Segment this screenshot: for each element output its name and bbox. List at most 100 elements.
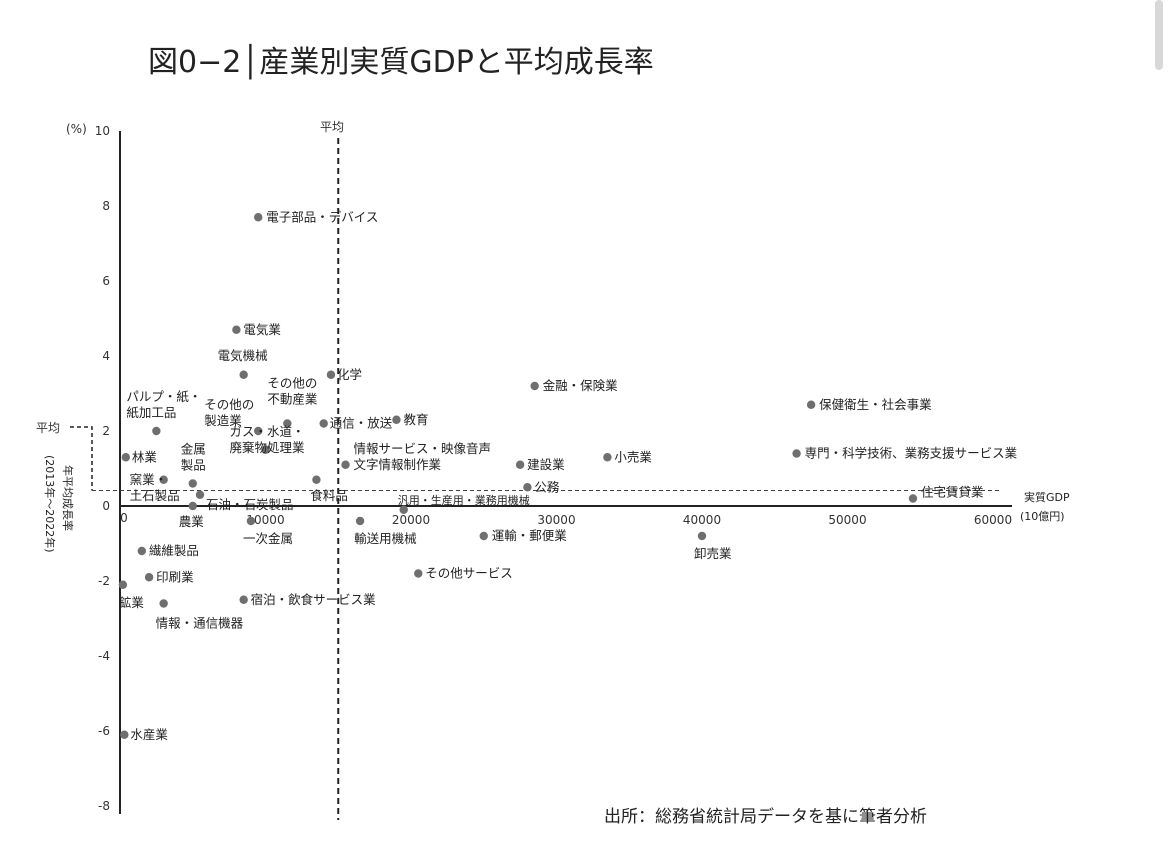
- data-point-label: 食料品: [310, 488, 348, 503]
- y-tick-label: -2: [98, 574, 110, 588]
- data-point-label: 鉱業: [119, 595, 145, 610]
- data-point: [159, 599, 168, 608]
- y-tick-label: 10: [95, 124, 110, 138]
- data-point-label: その他サービス: [425, 566, 513, 581]
- data-point-label: 情報サービス・映像音声文字情報制作業: [354, 441, 492, 472]
- data-point-label-line: 製品: [181, 458, 206, 473]
- data-point-label: 輸送用機械: [354, 531, 417, 546]
- x-tick-label: 20000: [392, 513, 430, 527]
- data-point: [121, 453, 131, 462]
- data-point-label: 一次金属: [243, 531, 293, 546]
- data-point: [515, 460, 525, 469]
- data-point-label-line: 土石製品: [130, 488, 180, 503]
- data-point: [479, 531, 488, 541]
- data-point-label: 電気機械: [218, 348, 269, 363]
- x-tick-label: 50000: [828, 513, 866, 527]
- data-point-label: 情報・通信機器: [156, 616, 244, 631]
- data-point: [118, 580, 128, 589]
- data-point-label: 建設業: [527, 457, 565, 472]
- data-point: [326, 370, 336, 379]
- data-point-label: 繊維製品: [149, 543, 199, 558]
- data-point-label-line: 製造業: [204, 413, 242, 428]
- data-point-label: 住宅賃貸業: [921, 485, 984, 500]
- data-point: [120, 730, 129, 739]
- data-point: [392, 415, 401, 424]
- data-point: [908, 494, 918, 503]
- data-point: [137, 546, 147, 556]
- data-point-label: ガス・水道・廃棄物処理業: [230, 424, 306, 455]
- data-point-label: 卸売業: [694, 546, 732, 561]
- data-point: [159, 475, 168, 484]
- data-point: [254, 426, 263, 436]
- x-tick-label: 60000: [974, 513, 1012, 527]
- data-point-label-line: ガス・水道・: [230, 424, 305, 439]
- data-point: [239, 595, 248, 604]
- y-axis-label-period: (2013年〜2022年): [43, 455, 57, 553]
- y-tick-label: 2: [102, 424, 110, 438]
- data-point-label: パルプ・紙・紙加工品: [126, 389, 201, 420]
- data-point: [530, 381, 539, 391]
- y-tick-label: 4: [102, 349, 110, 363]
- data-point-label: 農業: [179, 514, 205, 529]
- data-point-label: 通信・放送: [330, 416, 393, 431]
- data-point-label-line: 廃棄物処理業: [230, 440, 306, 455]
- y-tick-label: 0: [102, 499, 110, 513]
- data-point-label-line: 紙加工品: [126, 405, 176, 420]
- data-point-label-line: その他の: [267, 376, 317, 391]
- data-point-label: その他の製造業: [204, 397, 254, 428]
- data-point: [341, 460, 350, 469]
- x-tick-label: 40000: [683, 513, 721, 527]
- average-x-label: 平均: [320, 120, 344, 134]
- data-point-label: 電子部品・デバイス: [266, 209, 378, 224]
- y-tick-label: -8: [98, 799, 110, 813]
- data-point: [239, 370, 248, 379]
- average-y-label: 平均: [36, 421, 60, 435]
- data-point: [152, 426, 161, 436]
- data-point-label-line: 不動産業: [267, 392, 318, 407]
- tick-labels: 10 8 6 4 2 0 -2 -4 -6 -8 0 10000 20000 30000 40000 5000…: [95, 124, 1012, 813]
- y-tick-label: -4: [98, 649, 110, 663]
- data-point-label: 水産業: [130, 727, 168, 742]
- data-point-label: 保健衛生・社会事業: [819, 397, 932, 412]
- data-point: [254, 213, 263, 222]
- data-point-label: 小売業: [614, 449, 652, 464]
- data-point-label-line: 文字情報制作業: [354, 457, 442, 472]
- data-point: [697, 531, 707, 541]
- data-point-label: その他の不動産業: [267, 376, 318, 407]
- x-tick-label: 10000: [246, 513, 284, 527]
- data-point-label-line: その他の: [204, 397, 254, 412]
- data-point: [195, 490, 205, 499]
- x-axis-unit: (10億円): [1020, 510, 1065, 523]
- axes: [70, 131, 1012, 820]
- data-point-label: 公務: [534, 479, 560, 494]
- data-point-label: 専門・科学技術、業務支援サービス業: [805, 446, 1018, 461]
- data-point: [144, 573, 154, 582]
- data-point: [355, 516, 365, 526]
- data-point: [523, 483, 532, 492]
- source-note: 出所：総務省統計局データを基に筆者分析: [604, 806, 927, 827]
- data-point-label: 印刷業: [156, 569, 194, 584]
- data-point-label: 宿泊・飲食サービス業: [251, 592, 377, 607]
- x-tick-label: 30000: [537, 513, 575, 527]
- chart-title: 図0−2│産業別実質GDPと平均成長率: [148, 43, 654, 80]
- data-point: [261, 445, 270, 454]
- data-point: [246, 516, 256, 526]
- data-point-label-line: 金属: [181, 442, 206, 457]
- data-point: [188, 501, 197, 511]
- data-point-label: 林業: [132, 449, 158, 464]
- data-point: [792, 449, 801, 458]
- data-point: [414, 569, 423, 578]
- data-point-label: 石油・石炭製品: [206, 497, 294, 512]
- data-point-label: 教育: [403, 412, 428, 427]
- data-point-label: 窯業・土石製品: [130, 472, 180, 503]
- data-point: [399, 505, 408, 514]
- x-tick-label: 0: [120, 511, 128, 525]
- data-point-label: 電気業: [243, 322, 281, 337]
- scrollbar[interactable]: [1155, 0, 1163, 70]
- data-point-label-line: パルプ・紙・: [126, 389, 201, 404]
- average-y-bracket: [70, 426, 93, 491]
- data-point: [283, 419, 292, 428]
- data-point-label: 金属製品: [181, 442, 206, 473]
